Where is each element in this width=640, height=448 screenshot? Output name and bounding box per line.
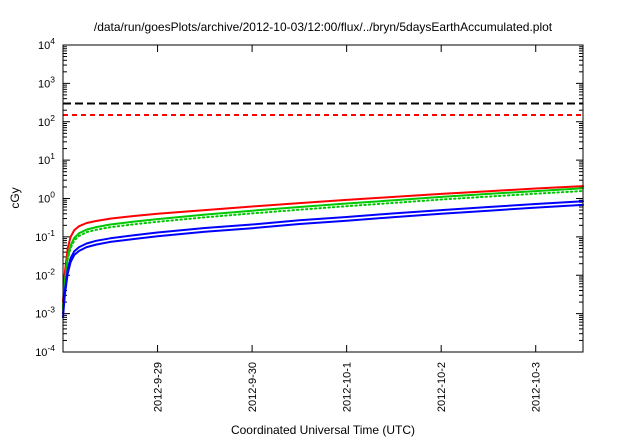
y-tick-label: 103 [38,74,55,90]
plot-border [62,44,584,353]
x-tick-label: 2012-10-3 [531,362,543,412]
series-dose-blue-lower [62,203,584,319]
x-tick-label: 2012-9-29 [153,362,165,412]
y-tick-label: 10-1 [35,228,55,244]
y-axis-label: cGy [8,187,22,208]
y-tick-label: 10-4 [35,343,55,359]
x-tick-label: 2012-10-1 [342,362,354,412]
series-dose-red [62,185,584,304]
series-dose-green-dotted [62,190,584,311]
series-dose-blue-upper [62,200,584,315]
y-tick-label: 10-3 [35,305,55,321]
y-tick-label: 102 [38,113,55,129]
y-tick-label: 100 [38,190,55,206]
y-tick-label: 10-2 [35,266,55,282]
y-tick-label: 104 [38,36,55,52]
series-dose-green [62,187,584,308]
plot-area: 104 103 102 101 100 10-1 10-2 10-3 10-4 2012-9-29… [35,36,584,412]
x-axis-label: Coordinated Universal Time (UTC) [231,423,415,437]
y-tick-label: 101 [38,151,55,167]
x-tick-label: 2012-10-2 [436,362,448,412]
x-tick-label: 2012-9-30 [247,362,259,412]
chart-title: /data/run/goesPlots/archive/2012-10-03/1… [94,20,553,34]
